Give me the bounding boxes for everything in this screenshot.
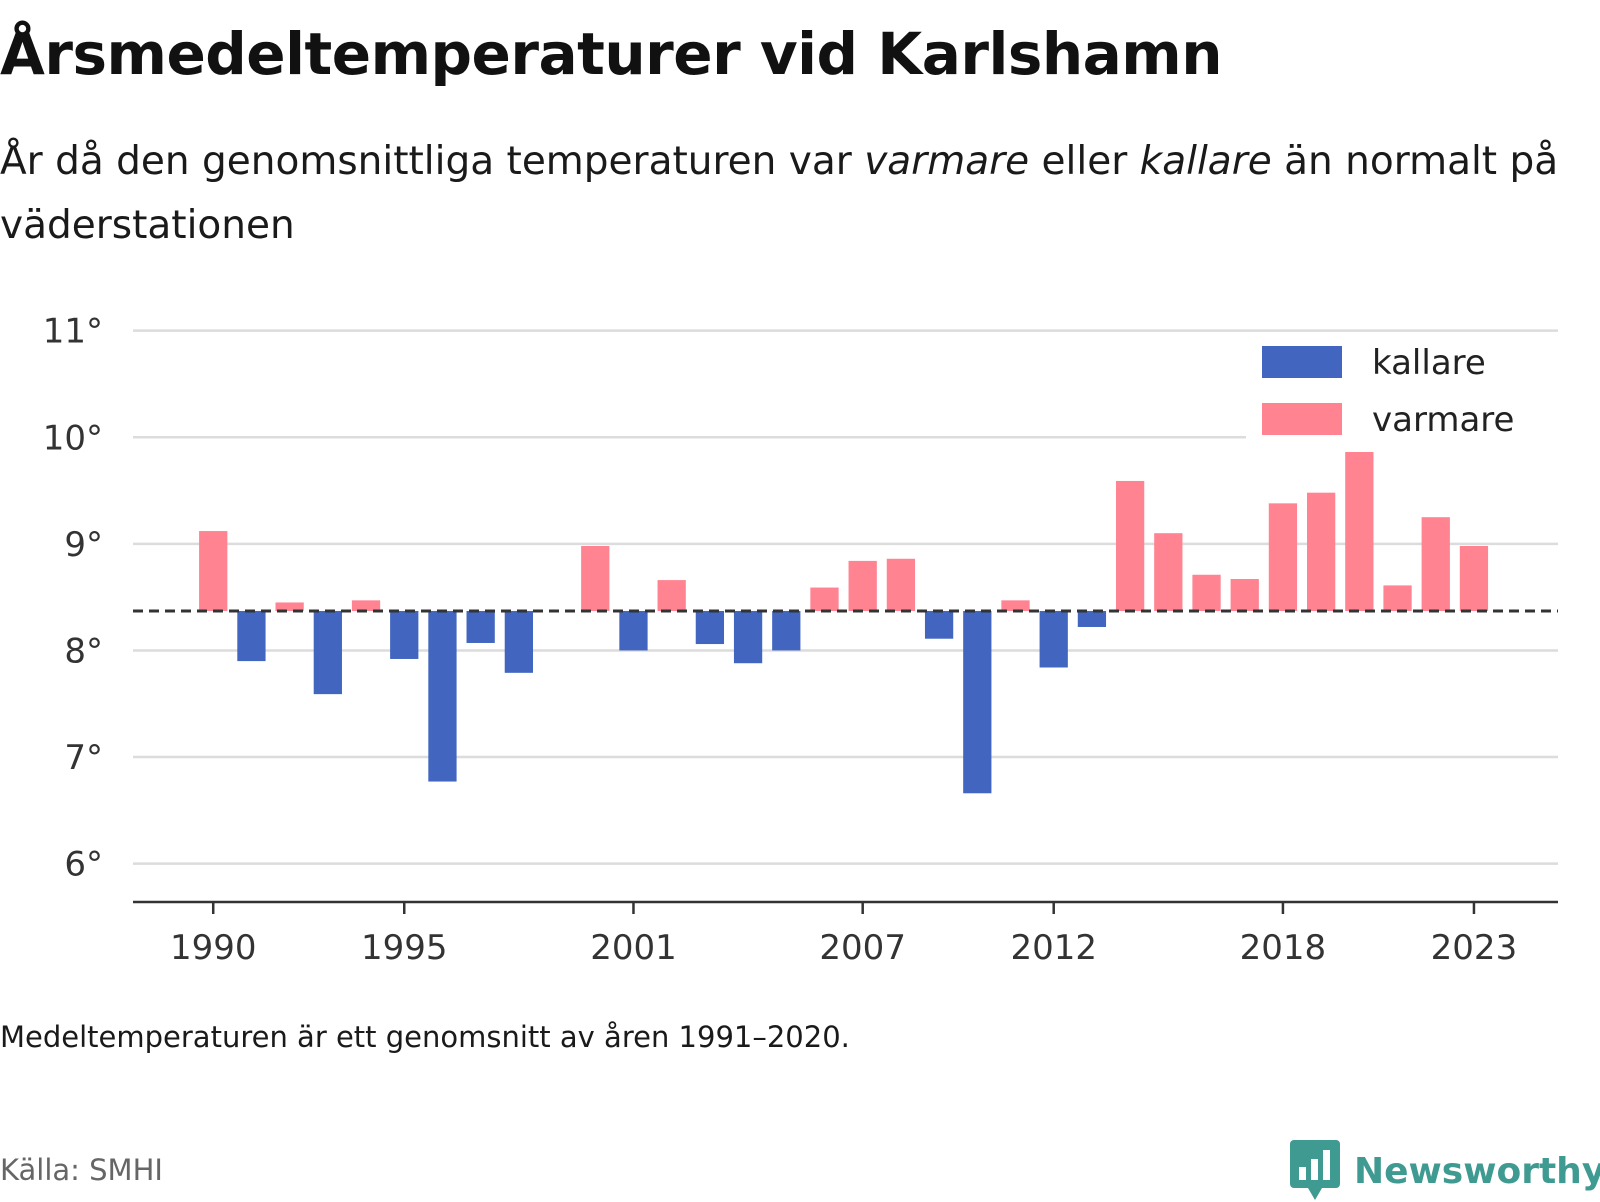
bar-2011 — [1001, 600, 1030, 611]
subtitle-part-3: än normalt på väderstationen — [0, 139, 1559, 248]
x-tick-label: 1990 — [170, 928, 257, 968]
legend-swatch-kallare — [1262, 346, 1342, 378]
bar-2006 — [810, 587, 839, 611]
y-tick-label: 8° — [64, 631, 103, 671]
bar-1994 — [351, 600, 381, 611]
bar-2010 — [963, 611, 992, 794]
bar-1992 — [275, 602, 304, 611]
bar-2022 — [1421, 517, 1450, 611]
temperature-bar-chart: 6° 7° 8° 9° 10° 11° 1990 1995 2001 2007 2012 2018 20… — [43, 312, 1558, 968]
bar-2021 — [1383, 585, 1412, 611]
y-tick-label: 9° — [64, 525, 103, 565]
bar-2020 — [1345, 447, 1374, 611]
newsworthy-logo-icon — [1290, 1140, 1340, 1200]
x-tick-label: 2023 — [1431, 928, 1518, 968]
legend-label-varmare: varmare — [1372, 400, 1514, 440]
y-tick-label: 10° — [43, 418, 103, 458]
bar-2003 — [695, 611, 725, 645]
x-tick-label: 2012 — [1010, 928, 1097, 968]
newsworthy-logo: Newsworthy — [1290, 1140, 1600, 1202]
bar-2000 — [581, 545, 610, 611]
bar-1991 — [237, 611, 266, 662]
bar-2002 — [657, 580, 686, 611]
bar-1997 — [466, 611, 495, 643]
bar-2017 — [1230, 579, 1259, 611]
x-tick-label: 2007 — [819, 928, 906, 968]
bar-2009 — [924, 611, 954, 639]
bar-2013 — [1077, 611, 1107, 627]
subtitle-part-2: eller — [1029, 139, 1140, 184]
bar-1995 — [390, 611, 419, 659]
subtitle-part-1: År då den genomsnittliga temperaturen va… — [0, 139, 865, 184]
bar-2012 — [1039, 611, 1068, 668]
bar-2014 — [1115, 480, 1145, 611]
y-tick-label: 7° — [64, 738, 103, 778]
bar-2004 — [733, 611, 763, 664]
subtitle-colder-word: kallare — [1139, 139, 1272, 184]
chart-subtitle: År då den genomsnittliga temperaturen va… — [0, 130, 1560, 258]
y-tick-label: 11° — [43, 312, 103, 352]
bar-2016 — [1192, 574, 1221, 611]
x-tick-label: 2001 — [590, 928, 677, 968]
source-credit: Källa: SMHI — [0, 1153, 163, 1187]
chart-title: Årsmedeltemperaturer vid Karlshamn — [0, 20, 1223, 88]
subtitle-warmer-word: varmare — [864, 139, 1030, 184]
bar-2007 — [848, 560, 877, 611]
chart-note: Medeltemperaturen är ett genomsnitt av å… — [0, 1020, 850, 1054]
bar-2001 — [619, 611, 648, 651]
legend-label-kallare: kallare — [1372, 343, 1486, 383]
y-tick-label: 6° — [64, 845, 103, 885]
x-tick-label: 1995 — [361, 928, 448, 968]
newsworthy-wordmark: Newsworthy — [1354, 1150, 1600, 1192]
bar-1993 — [313, 611, 342, 695]
bar-2019 — [1307, 492, 1336, 611]
bar-2005 — [772, 611, 801, 651]
bar-1998 — [504, 611, 533, 673]
bar-2015 — [1154, 533, 1183, 611]
bar-1996 — [428, 611, 457, 782]
legend-swatch-varmare — [1262, 403, 1342, 435]
bar-1990 — [199, 531, 228, 611]
bar-2023 — [1459, 545, 1489, 611]
bar-2008 — [886, 558, 916, 611]
bar-2018 — [1268, 503, 1298, 611]
x-tick-label: 2018 — [1240, 928, 1327, 968]
